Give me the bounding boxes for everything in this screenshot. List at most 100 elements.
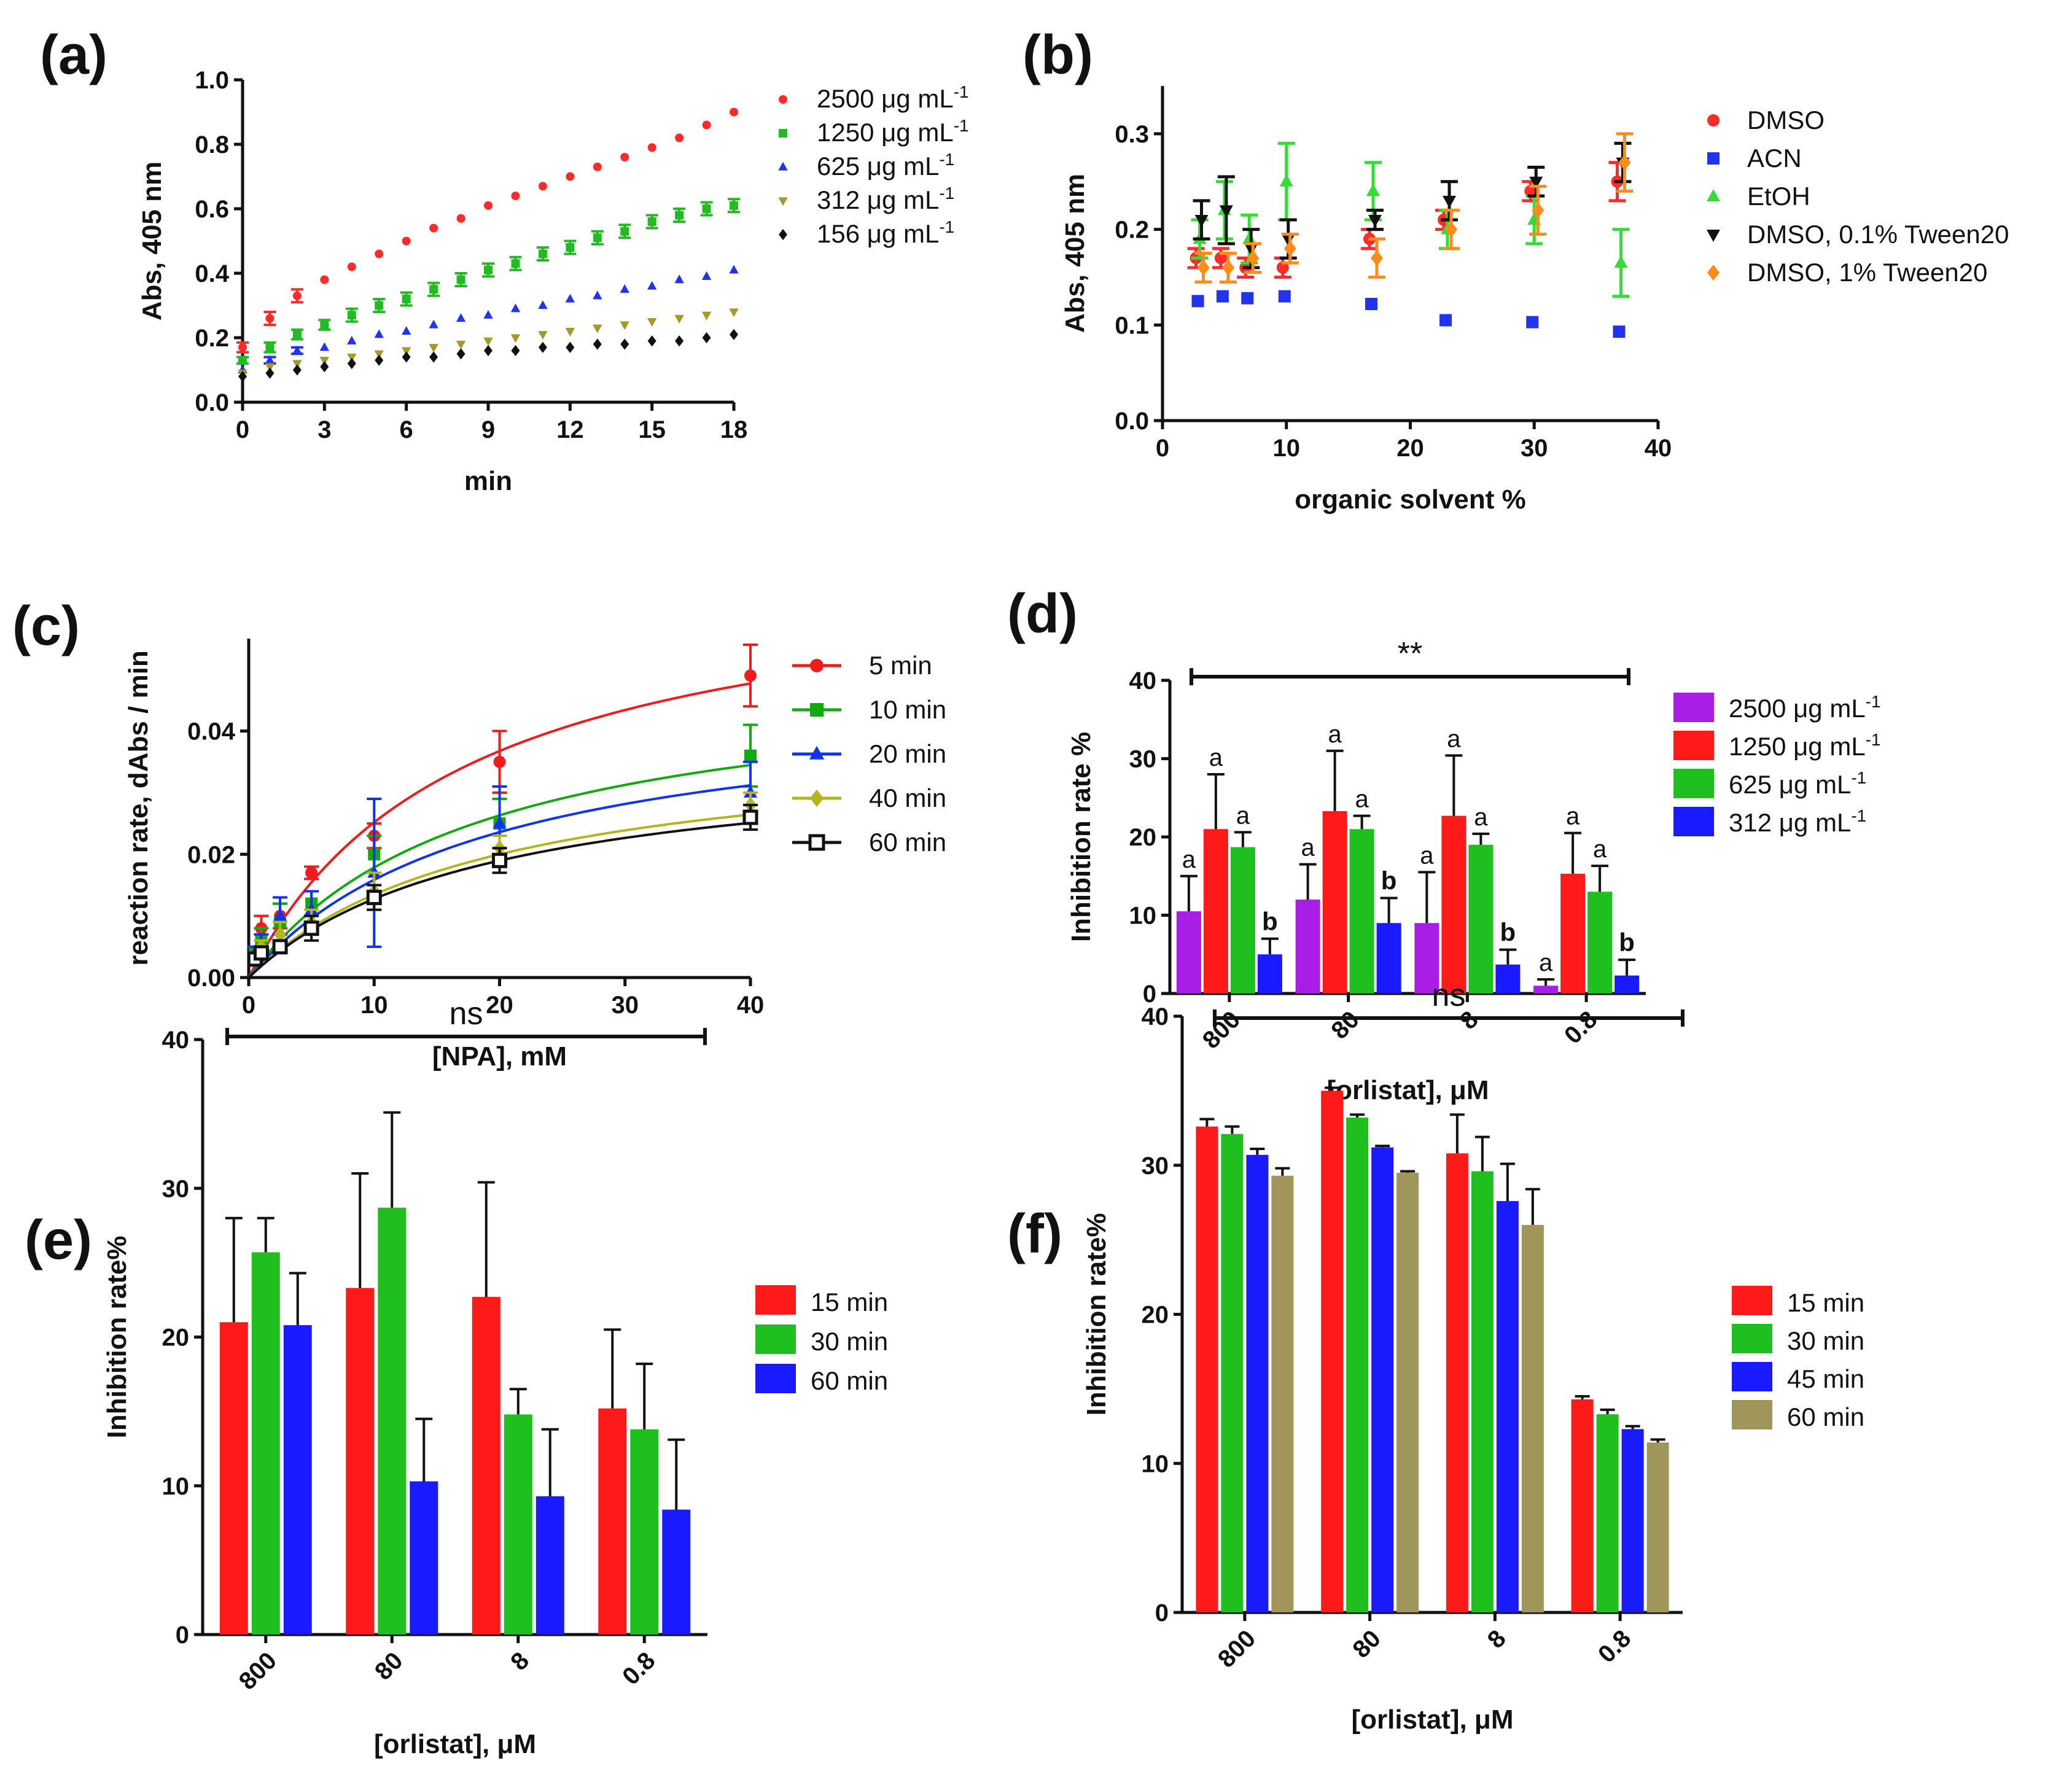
x-axis-title: [orlistat], μM: [1351, 1705, 1513, 1735]
legend-label: 156 μg mL-1: [817, 217, 954, 248]
y-tick-label: 30: [1129, 746, 1157, 773]
bar: [1246, 1154, 1269, 1612]
error-bar: [1234, 831, 1252, 847]
x-tick-label: 12: [556, 416, 584, 443]
y-axis-title: reaction rate, dAbs / min: [123, 650, 154, 965]
y-tick-label: 40: [1142, 1003, 1169, 1030]
bar: [219, 1322, 248, 1635]
error-bar: [1418, 871, 1436, 924]
data-point: [319, 342, 330, 351]
data-point: [538, 341, 547, 353]
data-point: [429, 285, 438, 294]
data-point: [730, 107, 738, 117]
x-tick-label: 30: [612, 992, 639, 1019]
bar: [504, 1414, 532, 1635]
bar: [1471, 1171, 1494, 1612]
data-point: [238, 370, 247, 383]
error-bar: [1180, 874, 1198, 912]
data-point: [538, 331, 548, 340]
significance-label: ns: [450, 996, 483, 1032]
data-point: [593, 290, 602, 300]
y-tick-label: 10: [162, 1473, 190, 1500]
data-point: [1216, 290, 1229, 303]
significance-letter: a: [1355, 786, 1369, 813]
legend-marker: [778, 197, 788, 206]
legend-label: 1250 μg mL-1: [817, 116, 969, 147]
data-point: [1613, 325, 1626, 338]
bar: [1376, 923, 1401, 994]
error-bar: [1199, 1118, 1215, 1127]
data-point: [320, 275, 329, 284]
data-point: [620, 227, 629, 236]
legend-label: 60 min: [869, 828, 946, 857]
data-point: [1526, 316, 1539, 329]
x-tick-label: 0: [236, 416, 249, 443]
panel-b: (b) 0.0 0.1 0.2 0.3 0 10 20 30 40 organic solvent …: [1022, 25, 2009, 515]
data-point: [265, 355, 275, 364]
legend-label: 20 min: [869, 739, 946, 768]
significance-letter: b: [1500, 918, 1516, 947]
data-point: [292, 364, 302, 376]
data-point: [1221, 259, 1234, 276]
x-tick-label: 6: [400, 416, 413, 443]
bar: [1257, 954, 1282, 994]
data-point: [274, 926, 287, 943]
error-bar: [1564, 831, 1582, 874]
legend-marker: [779, 95, 787, 104]
error-bar: [1353, 814, 1371, 830]
y-tick-label: 0: [1143, 981, 1156, 1008]
legend-label: 625 μg mL-1: [1729, 768, 1866, 799]
bar: [1321, 1091, 1344, 1612]
significance-letter: b: [1381, 866, 1397, 895]
bar: [536, 1496, 564, 1635]
y-tick-label: 30: [162, 1175, 190, 1202]
data-point: [1244, 243, 1258, 256]
data-point: [1365, 298, 1377, 311]
legend-swatch: [755, 1364, 796, 1393]
legend-label: 10 min: [869, 695, 946, 724]
error-bar: [604, 1328, 621, 1409]
bar: [1176, 911, 1201, 994]
bar: [346, 1288, 375, 1635]
data-point: [675, 335, 684, 347]
data-point: [538, 249, 547, 259]
significance-letter: a: [1328, 721, 1342, 748]
legend-label: 40 min: [869, 784, 946, 812]
x-axis-title: [NPA], mM: [432, 1041, 567, 1071]
data-point: [565, 327, 575, 336]
data-point: [273, 908, 287, 921]
legend-marker: [1707, 265, 1720, 281]
y-tick-label: 20: [1142, 1302, 1169, 1329]
data-point: [1524, 185, 1537, 198]
data-point: [456, 313, 466, 322]
data-point: [1276, 261, 1289, 274]
legend-label: 15 min: [1787, 1288, 1864, 1317]
bar: [1371, 1147, 1394, 1612]
bar: [251, 1252, 280, 1635]
error-bar: [668, 1438, 685, 1510]
data-point: [347, 262, 356, 271]
y-tick-label: 0.02: [187, 841, 235, 868]
data-point: [402, 351, 411, 363]
y-tick-label: 10: [1129, 903, 1157, 930]
data-point: [375, 249, 384, 259]
data-point: [511, 192, 520, 200]
data-point: [674, 314, 684, 324]
data-point: [1197, 259, 1210, 276]
legend-label: DMSO, 1% Tween20: [1747, 258, 1987, 287]
data-point: [1214, 252, 1227, 265]
error-bar: [1600, 1408, 1615, 1415]
bar: [1533, 986, 1559, 994]
legend-swatch: [1732, 1286, 1772, 1315]
legend-label: DMSO, 0.1% Tween20: [1747, 220, 2009, 249]
bar: [1646, 1442, 1669, 1612]
data-point: [292, 291, 302, 300]
x-tick-label: 18: [720, 416, 748, 443]
y-tick-label: 0.0: [195, 389, 229, 416]
data-point: [347, 311, 356, 320]
legend-swatch: [1673, 769, 1714, 798]
